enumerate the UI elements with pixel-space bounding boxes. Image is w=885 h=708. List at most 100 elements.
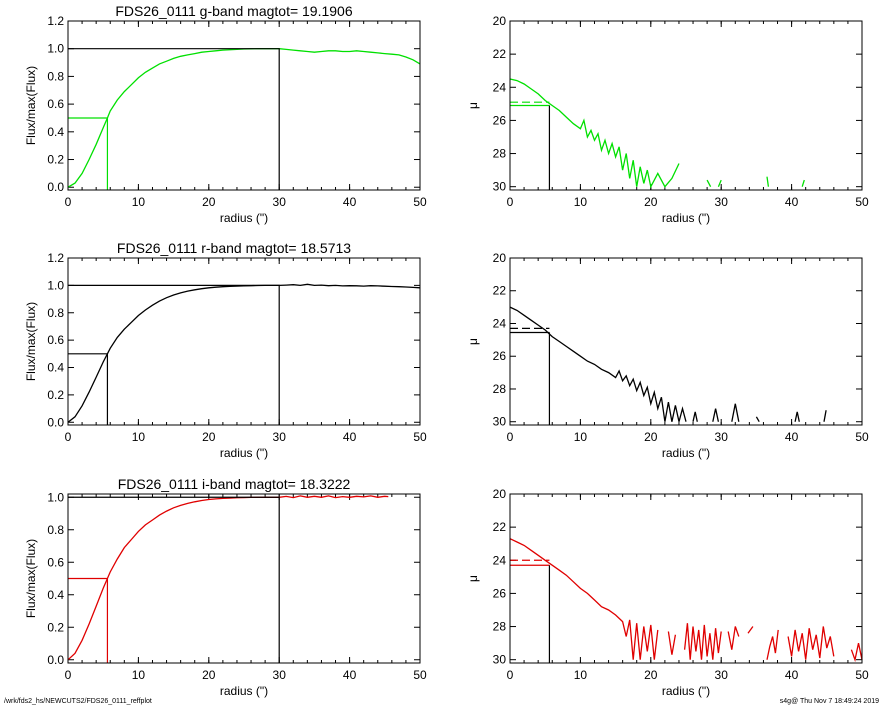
panel4-xtick-label: 50 (855, 430, 869, 444)
panel5-xtick-label: 50 (413, 668, 427, 682)
panel5-xtick-label: 0 (65, 668, 72, 682)
panel3-xtick-label: 50 (413, 430, 427, 444)
panel5-xtick-label: 20 (202, 668, 216, 682)
panel2-ylabel: μ (466, 102, 480, 109)
panel3-title: FDS26_0111 r-band magtot= 18.5713 (117, 240, 351, 256)
panel6-ytick-label: 28 (493, 620, 507, 634)
panel6-xlabel: radius (") (662, 684, 710, 698)
panel5-total-radius-marker (68, 496, 280, 663)
panel2-series-line-5 (801, 179, 805, 187)
panel1-title: FDS26_0111 g-band magtot= 19.1906 (115, 3, 352, 19)
panel6-series-line-3 (683, 623, 722, 660)
panel3-total-radius-marker (68, 284, 280, 425)
panel1-xtick-label: 10 (132, 195, 146, 209)
panel2-series-line-1 (509, 78, 680, 189)
panel5-series-line-1 (67, 495, 389, 661)
panel5-ytick-label: 1.0 (47, 490, 64, 504)
panel1-xlabel: radius (") (220, 211, 268, 225)
panel3-ytick-label: 0.6 (47, 333, 64, 347)
panel3-xlabel: radius (") (220, 446, 268, 460)
footer-timestamp: s4g@ Thu Nov 7 18:49:24 2019 (779, 698, 879, 705)
panel5-frame (67, 493, 421, 664)
panel3-xtick-label: 30 (273, 430, 287, 444)
panel6-xtick-label: 20 (644, 668, 658, 682)
panel6-series-line-4 (727, 626, 740, 650)
panel4-xlabel: radius (") (662, 446, 710, 460)
panel6-series-line-6 (766, 629, 779, 660)
panel2-xlabel: radius (") (662, 211, 710, 225)
panel1-series-line-1 (67, 48, 421, 188)
panel1-xtick-label: 40 (343, 195, 357, 209)
panel4-xtick-label: 10 (574, 430, 588, 444)
panel6-xtick-label: 40 (785, 668, 799, 682)
panel6-xtick-label: 0 (507, 668, 514, 682)
panel2-series-line-2 (706, 179, 712, 188)
panel3-frame (67, 257, 421, 426)
panel6-ytick-label: 22 (493, 520, 507, 534)
panel5-xtick-label: 10 (132, 668, 146, 682)
panel4-series-line-4 (731, 403, 740, 422)
panel1-ytick-label: 0.8 (47, 69, 64, 83)
panel3-ylabel: Flux/max(Flux) (24, 302, 38, 381)
panel5-xtick-label: 30 (273, 668, 287, 682)
panel6-xtick-label: 10 (574, 668, 588, 682)
panel3-ytick-label: 0.2 (47, 388, 64, 402)
panel4-xtick-label: 40 (785, 430, 799, 444)
panel2-ytick-label: 26 (493, 113, 507, 127)
panel6-series-line-2 (667, 631, 677, 655)
footer-path: /wrk/fds2_hs/NEWCUTS2/FDS26_0111_reffplo… (4, 698, 152, 705)
panel5-ytick-label: 0.6 (47, 555, 64, 569)
panel2-ytick-label: 20 (493, 14, 507, 28)
panel1-total-radius-marker (68, 48, 280, 190)
panel3-series-line-1 (67, 283, 421, 423)
panel2-ytick-label: 24 (493, 80, 507, 94)
panel1-xtick-label: 30 (273, 195, 287, 209)
panel5-ytick-label: 0.8 (47, 523, 64, 537)
panel2-ytick-label: 28 (493, 147, 507, 161)
panel6-ytick-label: 20 (493, 487, 507, 501)
panel1-ytick-label: 1.0 (47, 42, 64, 56)
panel6-series-line-8 (850, 642, 863, 663)
panel3-xtick-label: 40 (343, 430, 357, 444)
panel1-xtick-label: 50 (413, 195, 427, 209)
panel5-ytick-label: 0.4 (47, 588, 64, 602)
panel4-series-line-3 (712, 408, 720, 422)
panel6-ytick-label: 26 (493, 586, 507, 600)
panel3-ytick-label: 0.4 (47, 361, 64, 375)
panel5-title: FDS26_0111 i-band magtot= 18.3222 (118, 476, 351, 492)
panel2-frame (509, 20, 863, 191)
panel6-ytick-label: 30 (493, 653, 507, 667)
panel5-half-light-marker (68, 577, 109, 663)
panel3-xtick-label: 10 (132, 430, 146, 444)
panel2-xtick-label: 10 (574, 195, 588, 209)
panel5-xlabel: radius (") (220, 684, 268, 698)
panel2-ytick-label: 22 (493, 47, 507, 61)
panel6-series-line-1 (509, 538, 659, 660)
panel1-frame (67, 20, 421, 191)
panel4-ytick-label: 30 (493, 415, 507, 429)
panel4-ytick-label: 22 (493, 284, 507, 298)
panel6-ytick-label: 24 (493, 553, 507, 567)
panel1-ylabel: Flux/max(Flux) (24, 66, 38, 145)
panel4-series-line-5 (755, 416, 760, 423)
panel5-ytick-label: 0.2 (47, 620, 64, 634)
panel2-xtick-label: 0 (507, 195, 514, 209)
panel1-ytick-label: 0.6 (47, 97, 64, 111)
panel3-ytick-label: 0.8 (47, 306, 64, 320)
panel4-ylabel: μ (466, 338, 480, 345)
panel5-xtick-label: 40 (343, 668, 357, 682)
panel3-xtick-label: 20 (202, 430, 216, 444)
panel5-ytick-label: 0.0 (47, 653, 64, 667)
panel1-xtick-label: 0 (65, 195, 72, 209)
panel4-ytick-label: 26 (493, 349, 507, 363)
panel2-series-line-4 (766, 176, 770, 187)
panel4-series-line-2 (692, 411, 698, 422)
panel6-ylabel: μ (466, 575, 480, 582)
panel5-ylabel: Flux/max(Flux) (24, 539, 38, 618)
panel2-ytick-label: 30 (493, 180, 507, 194)
panel6-xtick-label: 30 (715, 668, 729, 682)
panel4-series-line-7 (823, 410, 827, 422)
panel4-xtick-label: 30 (715, 430, 729, 444)
panel1-half-light-marker (68, 117, 109, 190)
